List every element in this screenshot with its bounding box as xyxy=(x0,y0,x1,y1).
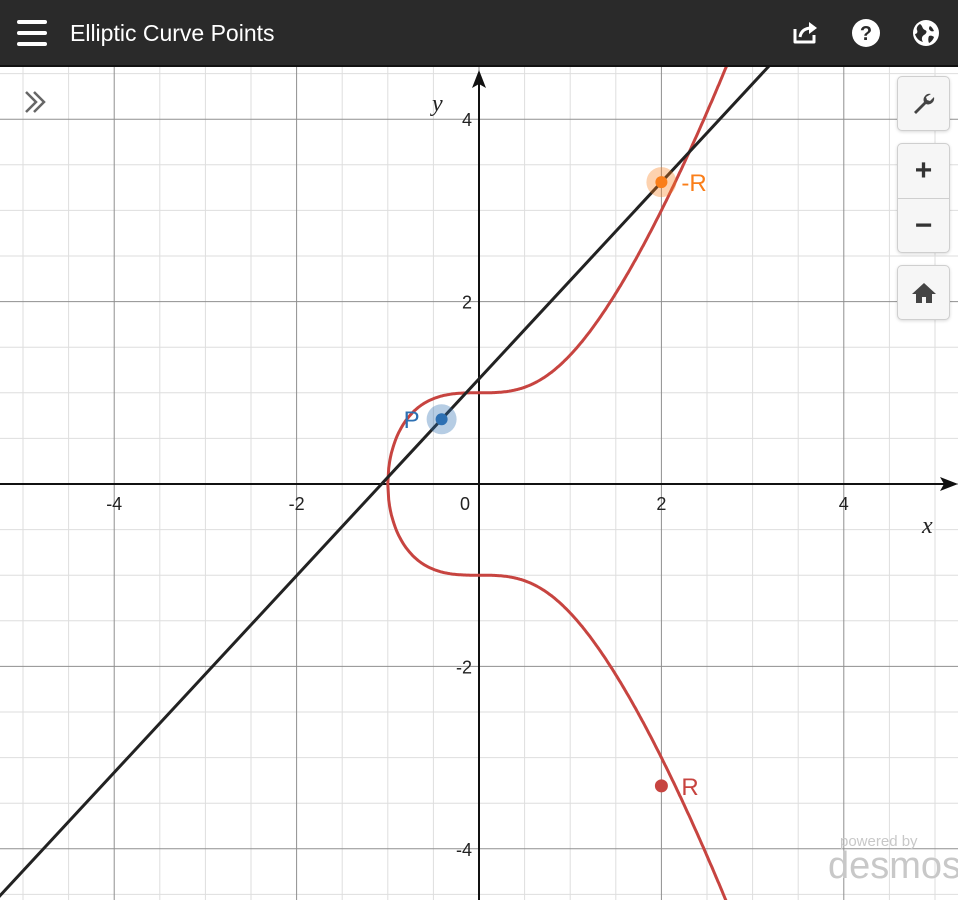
svg-text:?: ? xyxy=(860,23,872,45)
y-axis-label: y xyxy=(430,91,443,117)
zoom-in-icon: + xyxy=(914,154,933,187)
zoom-out-button[interactable]: − xyxy=(898,199,949,253)
x-tick-label: 2 xyxy=(656,494,666,514)
x-tick-label: -4 xyxy=(106,494,122,514)
x-tick-label: 0 xyxy=(460,494,470,514)
x-axis-label: x xyxy=(921,513,933,539)
point-r-marker[interactable] xyxy=(654,779,668,793)
point-p-marker[interactable] xyxy=(435,413,448,426)
point-label: -R xyxy=(681,170,706,197)
x-tick-label: -2 xyxy=(289,494,305,514)
point-label: R xyxy=(681,774,698,801)
graph-canvas[interactable]: -4 -2 0 2 4 4 2 -2 -4 x y P -R R xyxy=(0,67,958,900)
graph-settings-panel xyxy=(897,76,950,131)
x-tick-label: 4 xyxy=(839,494,849,514)
zoom-controls: + − xyxy=(897,143,950,253)
y-axis-arrow xyxy=(472,70,486,88)
tick-labels: -4 -2 0 2 4 4 2 -2 -4 xyxy=(106,110,849,860)
curve-points: P -R R xyxy=(404,167,707,801)
elliptic-curve[interactable] xyxy=(386,67,744,900)
y-tick-label: -2 xyxy=(456,657,472,677)
watermark-powered-by: powered by xyxy=(840,833,918,850)
default-viewport-button[interactable] xyxy=(898,266,949,320)
help-icon[interactable]: ? xyxy=(851,18,881,48)
share-icon[interactable] xyxy=(790,18,820,48)
x-axis-arrow xyxy=(940,477,958,491)
y-tick-label: -4 xyxy=(456,840,472,860)
watermark-desmos-logo: desmos xyxy=(828,845,958,887)
axes xyxy=(0,70,958,900)
secant-line[interactable] xyxy=(0,67,958,900)
point-label: P xyxy=(404,407,420,434)
y-tick-label: 2 xyxy=(462,293,472,313)
language-globe-icon[interactable] xyxy=(911,18,941,48)
y-tick-label: 4 xyxy=(462,110,472,130)
wrench-icon xyxy=(913,93,934,114)
zoom-out-icon: − xyxy=(914,209,933,242)
point-neg-r-marker[interactable] xyxy=(655,176,668,189)
top-bar: Elliptic Curve Points ? xyxy=(0,0,958,67)
graph-settings-button[interactable] xyxy=(898,77,949,131)
zoom-in-button[interactable]: + xyxy=(898,144,949,198)
home-panel xyxy=(897,265,950,320)
graph-plot[interactable]: -4 -2 0 2 4 4 2 -2 -4 x y P -R R xyxy=(0,67,958,900)
expand-expression-list-icon[interactable] xyxy=(20,87,50,117)
page-title: Elliptic Curve Points xyxy=(70,20,275,46)
hamburger-menu-icon[interactable] xyxy=(17,20,47,46)
zoom-divider xyxy=(898,198,949,199)
home-icon xyxy=(911,283,936,303)
